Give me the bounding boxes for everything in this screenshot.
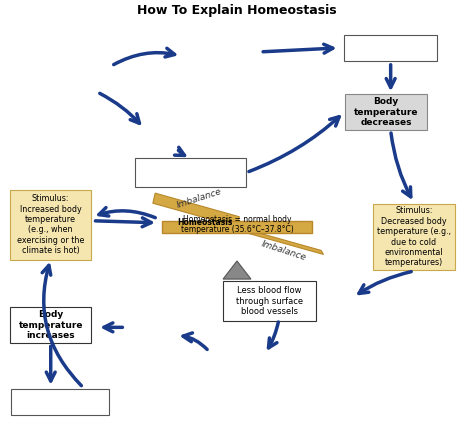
FancyBboxPatch shape [373,204,455,270]
FancyBboxPatch shape [344,35,437,61]
Text: Homeostasis: Homeostasis [178,218,233,227]
Title: How To Explain Homeostasis: How To Explain Homeostasis [137,4,337,17]
FancyBboxPatch shape [11,389,109,415]
FancyBboxPatch shape [135,158,246,187]
Text: Imbalance: Imbalance [260,239,307,262]
Text: Imbalance: Imbalance [176,187,223,210]
FancyBboxPatch shape [345,94,427,130]
FancyBboxPatch shape [10,190,91,260]
Text: Body
temperature
decreases: Body temperature decreases [354,97,418,127]
Text: Less blood flow
through surface
blood vessels: Less blood flow through surface blood ve… [236,286,303,316]
FancyBboxPatch shape [10,307,91,343]
Text: Homeostasis = normal body
temperature (35.6°C–37.8°C): Homeostasis = normal body temperature (3… [181,215,293,234]
Polygon shape [153,193,239,227]
FancyBboxPatch shape [223,281,316,321]
Text: Body
temperature
increases: Body temperature increases [18,311,83,340]
Text: Stimulus:
Increased body
temperature
(e.g., when
exercising or the
climate is ho: Stimulus: Increased body temperature (e.… [17,194,84,255]
Text: Stimulus:
Decreased body
temperature (e.g.,
due to cold
environmental
temperatur: Stimulus: Decreased body temperature (e.… [377,206,451,268]
Polygon shape [223,261,251,279]
FancyBboxPatch shape [163,221,311,233]
Polygon shape [237,227,323,254]
